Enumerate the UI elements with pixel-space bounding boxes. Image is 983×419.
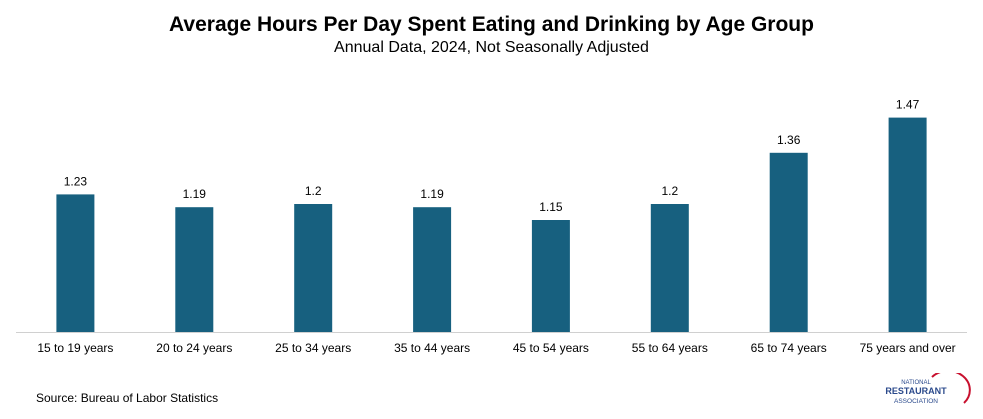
- x-tick-label: 20 to 24 years: [156, 341, 232, 355]
- data-label: 1.15: [539, 200, 563, 214]
- logo-line-3: ASSOCIATION: [894, 398, 938, 405]
- bar: [294, 204, 333, 332]
- x-tick-label: 15 to 19 years: [37, 341, 113, 355]
- x-tick-label: 55 to 64 years: [632, 341, 708, 355]
- bar: [175, 207, 214, 332]
- bar: [650, 204, 689, 332]
- logo-swoosh: [931, 373, 971, 404]
- data-label: 1.2: [661, 184, 678, 198]
- x-tick-label: 75 years and over: [860, 341, 956, 355]
- data-label: 1.19: [420, 187, 444, 201]
- x-tick-label: 65 to 74 years: [751, 341, 827, 355]
- association-logo: NATIONAL RESTAURANT ASSOCIATION: [885, 373, 971, 405]
- logo-line-2: RESTAURANT: [885, 386, 947, 396]
- x-tick-label: 35 to 44 years: [394, 341, 470, 355]
- data-label: 1.23: [64, 174, 88, 188]
- bar: [56, 194, 95, 332]
- source-note: Source: Bureau of Labor Statistics: [36, 391, 219, 405]
- data-label: 1.2: [305, 184, 322, 198]
- bar: [531, 220, 570, 332]
- chart-title: Average Hours Per Day Spent Eating and D…: [169, 13, 814, 36]
- chart-subtitle: Annual Data, 2024, Not Seasonally Adjust…: [334, 39, 649, 56]
- bar-chart: 1.23 15 to 19 years 1.19 20 to 24 years 1.2 2…: [16, 98, 967, 355]
- data-label: 1.36: [777, 133, 801, 147]
- x-tick-label: 25 to 34 years: [275, 341, 351, 355]
- x-tick-label: 45 to 54 years: [513, 341, 589, 355]
- bar: [888, 117, 927, 332]
- data-label: 1.47: [896, 98, 920, 112]
- logo-line-1: NATIONAL: [901, 380, 931, 386]
- data-label: 1.19: [183, 187, 207, 201]
- bar: [769, 152, 808, 332]
- bar: [413, 207, 452, 332]
